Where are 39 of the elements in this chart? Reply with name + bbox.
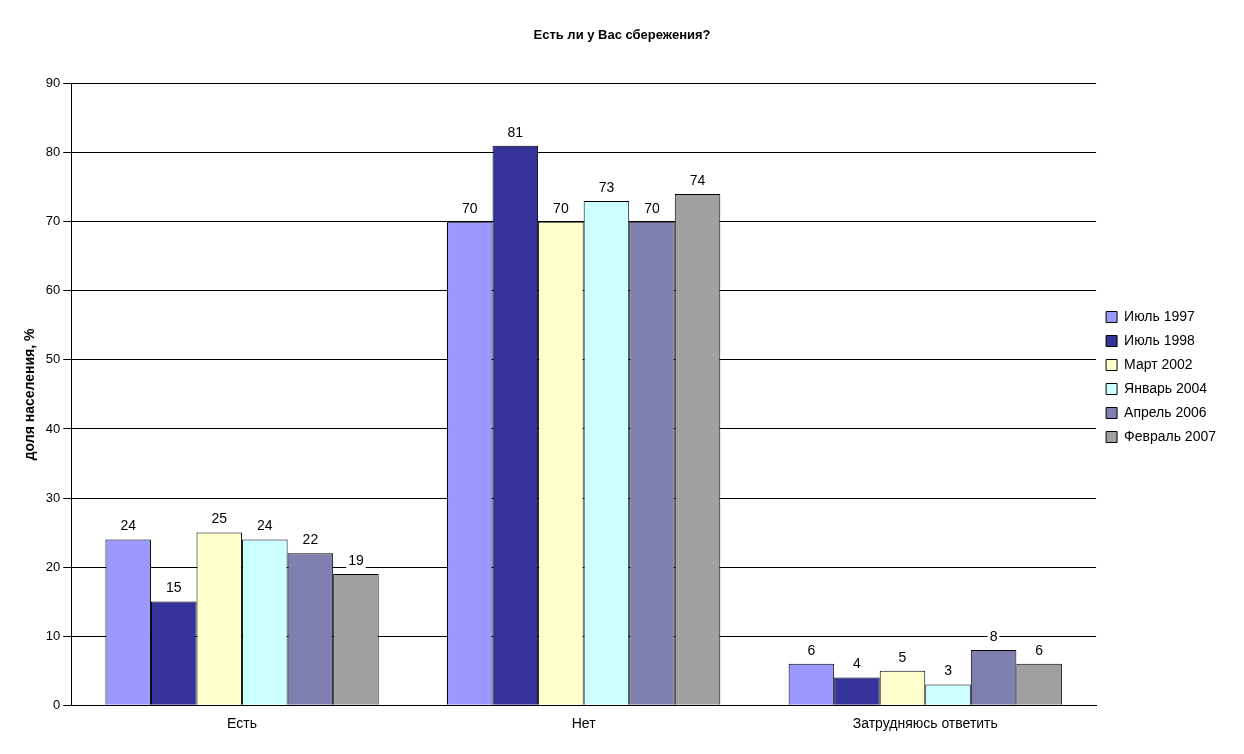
y-tick-label: 60 <box>45 282 61 298</box>
y-tick-label: 30 <box>45 489 61 505</box>
data-label: 74 <box>689 171 706 188</box>
legend-label: Июль 1997 <box>1124 307 1196 324</box>
y-axis-title: доля населения, % <box>21 327 38 461</box>
data-label: 24 <box>120 517 137 534</box>
data-label: 70 <box>553 199 569 216</box>
y-tick-label: 0 <box>53 696 61 712</box>
data-label: 24 <box>257 517 273 534</box>
data-label: 25 <box>211 510 228 527</box>
legend-label: Февраль 2007 <box>1124 427 1217 444</box>
data-label: 70 <box>462 199 478 216</box>
data-label: 4 <box>853 655 862 672</box>
y-tick-label: 80 <box>45 144 61 160</box>
legend-label: Июль 1998 <box>1124 331 1196 348</box>
legend-label: Январь 2004 <box>1124 379 1208 396</box>
data-label: 3 <box>944 662 953 679</box>
data-label: 19 <box>348 551 364 568</box>
legend-label: Март 2002 <box>1124 355 1193 372</box>
legend-label: Апрель 2006 <box>1124 403 1207 420</box>
data-label: 15 <box>165 579 182 596</box>
data-label: 73 <box>598 178 615 195</box>
y-tick-label: 10 <box>45 627 61 643</box>
data-label: 6 <box>807 641 816 658</box>
data-label: 5 <box>898 648 907 665</box>
data-label: 81 <box>507 123 524 140</box>
y-tick-label: 90 <box>45 75 61 91</box>
y-tick-label: 50 <box>45 351 61 367</box>
data-label: 22 <box>302 531 319 548</box>
x-tick-label: Затрудняюсь ответить <box>852 715 998 732</box>
x-tick-label: Нет <box>571 715 597 732</box>
data-label: 70 <box>644 199 660 216</box>
data-label: 6 <box>1035 641 1044 658</box>
y-tick-label: 20 <box>45 558 61 574</box>
y-tick-label: 70 <box>45 213 61 229</box>
chart-title: Есть ли у Вас сбережения? <box>533 27 711 43</box>
y-tick-label: 40 <box>45 420 61 436</box>
x-tick-label: Есть <box>227 715 258 732</box>
data-label: 8 <box>989 627 998 644</box>
